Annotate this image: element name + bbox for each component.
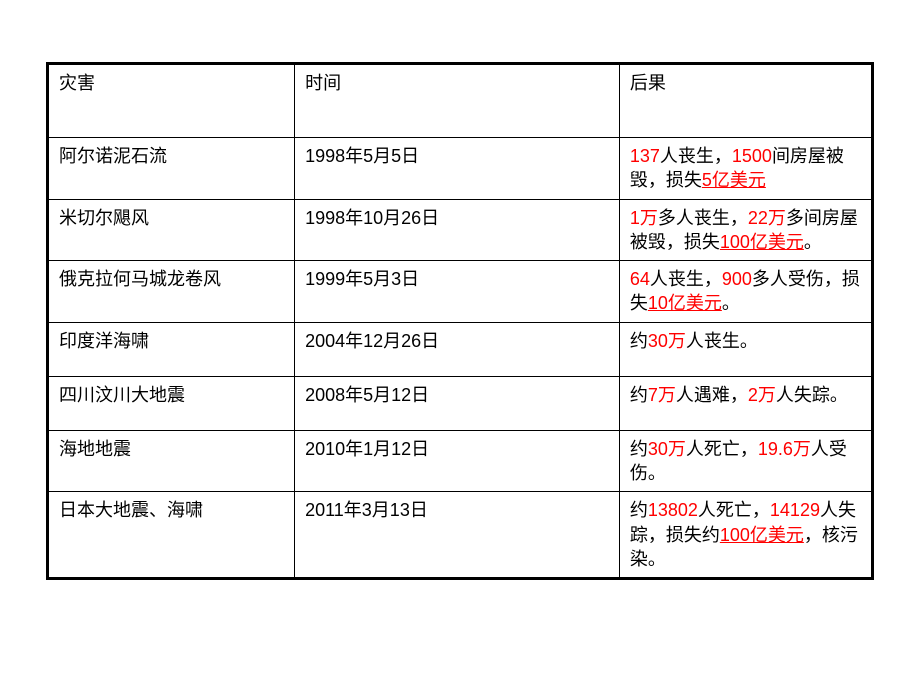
table-row: 阿尔诺泥石流1998年5月5日137人丧生，1500间房屋被毁，损失5亿美元 [48, 138, 873, 200]
table-row: 俄克拉何马城龙卷风1999年5月3日64人丧生，900多人受伤，损失10亿美元。 [48, 261, 873, 323]
table-row: 日本大地震、海啸2011年3月13日约13802人死亡，14129人失踪，损失约… [48, 492, 873, 579]
cell-disaster: 俄克拉何马城龙卷风 [48, 261, 295, 323]
plain-text: 约 [630, 331, 648, 351]
cell-consequence: 64人丧生，900多人受伤，损失10亿美元。 [619, 261, 872, 323]
highlight-text: 30万 [648, 439, 686, 459]
highlight-text: 1500 [732, 146, 772, 166]
col-consequence: 后果 [619, 64, 872, 138]
table-row: 米切尔飓风1998年10月26日1万多人丧生，22万多间房屋被毁，损失100亿美… [48, 199, 873, 261]
table-body: 阿尔诺泥石流1998年5月5日137人丧生，1500间房屋被毁，损失5亿美元米切… [48, 138, 873, 579]
cell-disaster: 米切尔飓风 [48, 199, 295, 261]
highlight-text: 900 [722, 269, 752, 289]
table-row: 四川汶川大地震2008年5月12日约7万人遇难，2万人失踪。 [48, 376, 873, 430]
cell-date: 2008年5月12日 [295, 376, 620, 430]
cell-date: 1998年5月5日 [295, 138, 620, 200]
cell-disaster: 四川汶川大地震 [48, 376, 295, 430]
highlight-text: 2万 [748, 385, 776, 405]
plain-text: 约 [630, 439, 648, 459]
highlight-text: 30万 [648, 331, 686, 351]
cell-consequence: 约7万人遇难，2万人失踪。 [619, 376, 872, 430]
cell-consequence: 约30万人死亡，19.6万人受伤。 [619, 430, 872, 492]
cell-consequence: 137人丧生，1500间房屋被毁，损失5亿美元 [619, 138, 872, 200]
plain-text: 。 [804, 232, 822, 252]
cell-disaster: 海地地震 [48, 430, 295, 492]
highlight-text: 137 [630, 146, 660, 166]
cell-disaster: 阿尔诺泥石流 [48, 138, 295, 200]
highlight-text: 100亿美元 [720, 232, 804, 252]
plain-text: 人丧生， [660, 146, 732, 166]
table-row: 印度洋海啸2004年12月26日约30万人丧生。 [48, 322, 873, 376]
plain-text: 人死亡， [698, 500, 770, 520]
cell-date: 1999年5月3日 [295, 261, 620, 323]
cell-date: 2010年1月12日 [295, 430, 620, 492]
highlight-text: 5亿美元 [702, 170, 766, 190]
plain-text: 约 [630, 500, 648, 520]
highlight-text: 100亿美元 [720, 525, 804, 545]
cell-date: 1998年10月26日 [295, 199, 620, 261]
plain-text: 约 [630, 385, 648, 405]
highlight-text: 64 [630, 269, 650, 289]
table-header-row: 灾害 时间 后果 [48, 64, 873, 138]
highlight-text: 22万 [748, 208, 786, 228]
cell-disaster: 印度洋海啸 [48, 322, 295, 376]
plain-text: 人遇难， [676, 385, 748, 405]
plain-text: 。 [722, 293, 740, 313]
plain-text: 人丧生。 [686, 331, 758, 351]
col-date: 时间 [295, 64, 620, 138]
plain-text: 人死亡， [686, 439, 758, 459]
cell-consequence: 约30万人丧生。 [619, 322, 872, 376]
highlight-text: 10亿美元 [648, 293, 722, 313]
cell-consequence: 1万多人丧生，22万多间房屋被毁，损失100亿美元。 [619, 199, 872, 261]
highlight-text: 14129 [770, 500, 820, 520]
highlight-text: 13802 [648, 500, 698, 520]
disaster-table: 灾害 时间 后果 阿尔诺泥石流1998年5月5日137人丧生，1500间房屋被毁… [46, 62, 874, 580]
cell-disaster: 日本大地震、海啸 [48, 492, 295, 579]
table-row: 海地地震2010年1月12日约30万人死亡，19.6万人受伤。 [48, 430, 873, 492]
cell-date: 2004年12月26日 [295, 322, 620, 376]
highlight-text: 19.6万 [758, 439, 811, 459]
plain-text: 多人丧生， [658, 208, 748, 228]
cell-consequence: 约13802人死亡，14129人失踪，损失约100亿美元，核污染。 [619, 492, 872, 579]
cell-date: 2011年3月13日 [295, 492, 620, 579]
highlight-text: 1万 [630, 208, 658, 228]
plain-text: 人丧生， [650, 269, 722, 289]
plain-text: 人失踪。 [776, 385, 848, 405]
highlight-text: 7万 [648, 385, 676, 405]
col-disaster: 灾害 [48, 64, 295, 138]
